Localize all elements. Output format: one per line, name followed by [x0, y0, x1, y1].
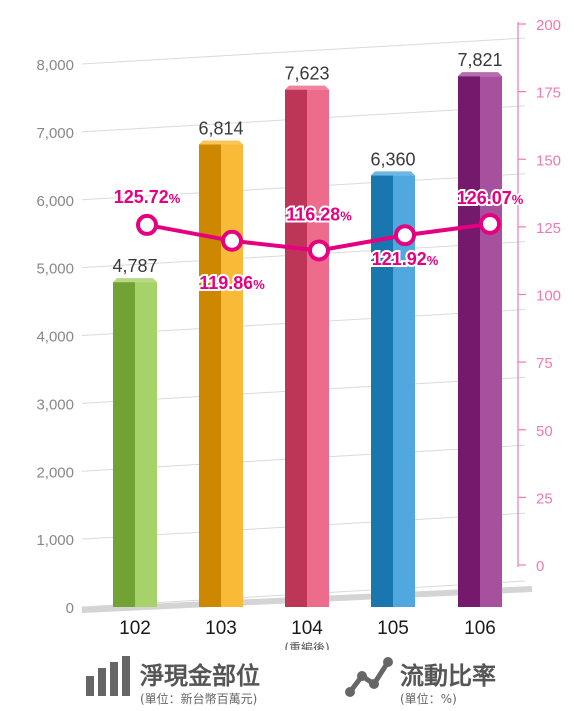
left-y-axis: 0 1,000 2,000 3,000 4,000 5,000 6,000 7,000 8,00…: [36, 57, 74, 617]
legend-title-net-cash: 淨現金部位: [140, 662, 260, 690]
chart-canvas: 0 1,000 2,000 3,000 4,000 5,000 6,000 7,000 8,00…: [36, 17, 561, 650]
bar-right-face: [221, 144, 243, 607]
ratio-point: [221, 229, 243, 252]
bar-right-face: [393, 175, 415, 607]
bar-value-label: 4,787: [112, 256, 157, 276]
left-tick-label: 4,000: [36, 329, 74, 346]
right-tick-label: 150: [536, 152, 561, 169]
bar-top-face: [199, 140, 243, 145]
right-tick-label: 25: [536, 490, 553, 507]
bar-103: [199, 140, 243, 607]
bar-value-label: 6,814: [198, 118, 243, 138]
bar-102: [113, 278, 157, 607]
bar-105: [371, 171, 415, 607]
x-axis-labels: 102 103 104(重編後) 105 106: [119, 618, 496, 650]
x-tick-label: 104: [291, 618, 323, 639]
bar-value-label: 7,821: [457, 50, 502, 70]
bar-left-face: [113, 282, 135, 607]
bar-value-label: 6,360: [370, 149, 415, 169]
bar-left-face: [285, 89, 307, 608]
bar-top-face: [458, 72, 502, 77]
bar-top-face: [371, 171, 415, 176]
bar-right-face: [480, 76, 502, 607]
line-chart-icon: [345, 657, 393, 697]
bar-top-face: [285, 85, 329, 90]
right-tick-label: 175: [536, 85, 561, 102]
data-labels: 4,787 6,814 7,623 6,360 7,821 125.72% 119.86% 1…: [112, 50, 526, 295]
ratio-value-label: 116.28%: [286, 204, 352, 224]
legend-title-current-ratio: 流動比率: [400, 662, 496, 690]
right-tick-label: 200: [536, 17, 561, 34]
legend-unit-net-cash: (單位：新台幣百萬元): [140, 692, 258, 706]
grid-line: [81, 37, 526, 65]
bar-right-face: [307, 89, 329, 608]
legend: 淨現金部位 (單位：新台幣百萬元) 流動比率 (單位：%): [0, 650, 574, 710]
x-tick-note: (重編後): [284, 640, 329, 650]
right-tick-label: 0: [536, 558, 544, 575]
right-tick-label: 125: [536, 220, 561, 237]
bars: [113, 72, 502, 608]
right-tick-label: 100: [536, 288, 561, 305]
left-tick-label: 8,000: [36, 57, 74, 74]
ratio-value-label: 126.07%: [457, 188, 524, 208]
right-y-axis: 0 25 50 75 100 125 150 175 200: [517, 17, 561, 575]
ratio-value-label: 125.72%: [114, 187, 181, 207]
left-tick-label: 0: [66, 600, 74, 617]
x-tick-label: 103: [205, 618, 237, 639]
left-tick-label: 5,000: [36, 261, 74, 278]
ratio-point: [479, 212, 501, 235]
bar-value-label: 7,623: [284, 64, 329, 84]
ratio-value-label: 121.92%: [372, 249, 439, 269]
bar-top-face: [113, 278, 157, 283]
left-tick-label: 2,000: [36, 464, 74, 481]
bar-right-face: [135, 282, 157, 607]
bar-104: [285, 85, 329, 608]
right-tick-label: 75: [536, 355, 553, 372]
ratio-value-label: 119.86%: [199, 273, 265, 293]
ratio-point: [136, 213, 158, 236]
bar-left-face: [199, 144, 221, 607]
left-tick-label: 3,000: [36, 396, 74, 413]
ratio-point: [308, 239, 330, 262]
right-tick-label: 50: [536, 423, 553, 440]
left-tick-label: 1,000: [36, 532, 74, 549]
left-tick-label: 7,000: [36, 125, 74, 142]
x-tick-label: 105: [377, 618, 409, 639]
ratio-line: [136, 212, 501, 262]
ratio-point: [394, 224, 416, 247]
x-tick-label: 102: [119, 618, 151, 639]
bar-left-face: [371, 175, 393, 607]
bar-left-face: [458, 76, 480, 607]
x-tick-label: 106: [464, 618, 496, 639]
legend-unit-current-ratio: (單位：%): [400, 692, 457, 706]
left-tick-label: 6,000: [36, 193, 74, 210]
bar-chart-icon: [86, 656, 130, 696]
bar-106: [458, 72, 502, 607]
